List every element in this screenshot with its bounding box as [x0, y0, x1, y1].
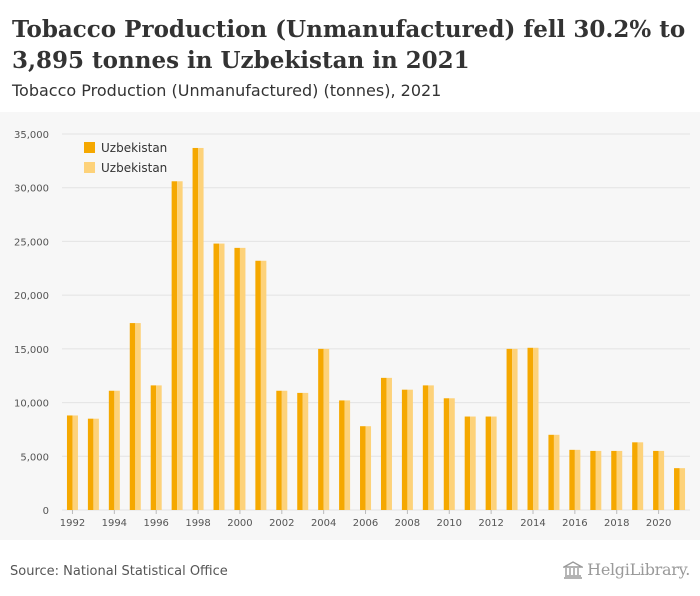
y-tick-label: 10,000	[14, 399, 49, 410]
bar-series-2	[365, 426, 372, 510]
y-tick-label: 30,000	[14, 184, 49, 195]
y-tick-label: 5,000	[20, 452, 49, 463]
legend-swatch	[84, 142, 95, 153]
bar-series-1	[590, 450, 596, 510]
brand-name: HelgiLibrary.	[587, 560, 690, 579]
y-tick-label: 0	[43, 506, 49, 517]
x-tick-label: 2004	[311, 518, 336, 529]
bar-series-2	[679, 468, 686, 510]
bar-series-1	[674, 468, 680, 510]
bar-series-2	[198, 147, 204, 511]
y-tick-label: 20,000	[14, 291, 49, 302]
bar-series-1	[171, 181, 178, 511]
bar-series-2	[386, 377, 392, 510]
x-tick-label: 2006	[353, 518, 378, 529]
bar-series-1	[569, 449, 575, 510]
y-tick-label: 15,000	[14, 345, 49, 356]
bar-series-1	[443, 398, 450, 510]
bar-series-2	[470, 416, 476, 510]
bar-series-1	[234, 247, 240, 511]
bar-series-2	[281, 390, 288, 510]
x-tick-label: 2020	[646, 518, 671, 529]
x-tick-label: 2010	[437, 518, 462, 529]
bar-series-2	[616, 450, 623, 510]
bar-series-2	[637, 442, 644, 510]
x-tick-label: 2014	[520, 518, 545, 529]
bar-series-2	[239, 247, 246, 511]
bar-series-2	[260, 260, 267, 510]
x-tick-label: 1996	[143, 518, 168, 529]
y-tick-label: 25,000	[14, 237, 49, 248]
bar-series-2	[177, 181, 183, 511]
bar-series-2	[658, 450, 665, 510]
bar-series-2	[574, 449, 581, 510]
bar-series-1	[87, 418, 94, 510]
bar-series-1	[401, 389, 408, 510]
bar-series-2	[595, 450, 602, 510]
source-note: Source: National Statistical Office	[10, 564, 228, 579]
bar-series-1	[464, 416, 471, 510]
bar-series-1	[276, 390, 282, 510]
x-tick-label: 1992	[60, 518, 85, 529]
x-tick-label: 2012	[478, 518, 503, 529]
bar-series-2	[344, 400, 351, 510]
x-tick-label: 2008	[395, 518, 420, 529]
bar-series-1	[129, 323, 136, 510]
chart-subtitle: Tobacco Production (Unmanufactured) (ton…	[12, 81, 442, 100]
brand-logo: HelgiLibrary.	[563, 560, 690, 579]
library-building-icon	[563, 560, 584, 579]
bar-series-2	[553, 434, 560, 510]
bar-series-2	[302, 392, 309, 510]
bar-series-1	[108, 390, 115, 510]
bar-series-1	[192, 147, 199, 511]
legend-label: Uzbekistan	[101, 141, 167, 155]
bar-series-1	[380, 377, 387, 510]
x-tick-label: 2016	[562, 518, 587, 529]
bar-series-1	[66, 415, 73, 510]
bar-series-1	[318, 348, 324, 510]
bar-series-2	[72, 415, 78, 510]
bar-series-1	[360, 426, 366, 510]
bar-series-1	[632, 442, 638, 510]
bar-series-1	[150, 385, 157, 510]
x-tick-label: 2018	[604, 518, 629, 529]
bar-series-2	[491, 416, 497, 510]
chart-title: Tobacco Production (Unmanufactured) fell…	[12, 16, 686, 74]
legend-label: Uzbekistan	[101, 161, 167, 175]
bar-series-2	[533, 347, 539, 510]
bar-series-2	[512, 348, 518, 510]
bar-series-2	[135, 323, 141, 510]
bar-chart: 0 5,000 10,000 15,000 20,000 25,000 30,000 35,0…	[14, 130, 690, 529]
x-tick-label: 1994	[102, 518, 127, 529]
bar-series-1	[422, 385, 429, 510]
bar-series-1	[485, 416, 492, 510]
bar-series-1	[611, 450, 617, 510]
bar-series-1	[213, 243, 219, 510]
x-tick-label: 2000	[227, 518, 252, 529]
bar-series-2	[156, 385, 162, 510]
bar-series-1	[506, 348, 513, 510]
bar-series-2	[407, 389, 413, 510]
bar-series-1	[527, 347, 533, 510]
bar-series-1	[548, 434, 554, 510]
bar-series-1	[653, 450, 659, 510]
bar-series-1	[339, 400, 345, 510]
bar-series-2	[93, 418, 99, 510]
bar-series-1	[297, 392, 303, 510]
bar-series-2	[323, 348, 330, 510]
bar-series-2	[114, 390, 120, 510]
legend-swatch	[84, 162, 95, 173]
bar-series-2	[219, 243, 225, 510]
bar-series-1	[255, 260, 261, 510]
x-tick-label: 2002	[269, 518, 294, 529]
bar-series-2	[428, 385, 434, 510]
bar-series-2	[449, 398, 455, 510]
x-tick-label: 1998	[185, 518, 210, 529]
y-tick-label: 35,000	[14, 130, 49, 141]
